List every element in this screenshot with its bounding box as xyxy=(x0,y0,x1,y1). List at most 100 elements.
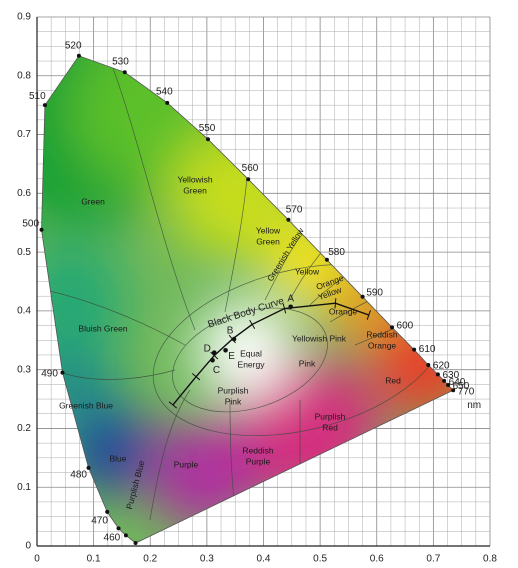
wavelength-label: 620 xyxy=(433,360,450,371)
wavelength-label: 580 xyxy=(328,247,345,258)
locus-point xyxy=(105,509,110,514)
locus-point xyxy=(426,362,431,367)
wavelength-label: 530 xyxy=(112,57,129,68)
locus-point xyxy=(122,70,127,75)
x-tick-label: 0.4 xyxy=(257,554,271,565)
locus-point xyxy=(39,227,44,232)
wavelength-label: 630 xyxy=(442,370,459,381)
illuminant-point xyxy=(223,347,228,353)
curve-tick xyxy=(191,373,201,381)
locus-point xyxy=(123,533,128,538)
region-label: Yellow xyxy=(295,266,320,276)
region-label: Purple xyxy=(174,459,199,469)
wavelength-label: 510 xyxy=(29,91,46,102)
region-label: Green xyxy=(256,236,280,246)
region-label: Equal xyxy=(240,348,262,358)
locus-point xyxy=(133,541,138,546)
illuminant-label: E xyxy=(228,351,235,362)
region-label: Pink xyxy=(299,358,316,368)
locus-point xyxy=(42,103,47,108)
illuminant-label: A xyxy=(287,293,294,304)
locus-point xyxy=(206,137,211,142)
locus-point xyxy=(442,378,447,383)
y-tick-label: 0.7 xyxy=(17,129,31,140)
locus-point xyxy=(286,217,291,222)
wavelength-label: 470 xyxy=(91,515,108,526)
x-tick-label: 0.7 xyxy=(426,554,440,565)
y-tick-label: 0.4 xyxy=(17,306,31,317)
curve-tick xyxy=(366,310,371,320)
y-tick-label: 0.3 xyxy=(17,364,31,375)
wavelength-label: 500 xyxy=(22,218,39,229)
region-label: Energy xyxy=(238,359,266,369)
wavelength-label: 490 xyxy=(41,369,58,380)
curve-tick xyxy=(282,303,287,314)
y-tick-label: 0.2 xyxy=(17,423,31,434)
locus-point xyxy=(60,370,65,375)
locus-point xyxy=(246,177,251,182)
region-label: Purplish xyxy=(218,385,249,395)
x-tick-label: 0.5 xyxy=(313,554,327,565)
x-tick-label: 0.6 xyxy=(370,554,384,565)
y-tick-label: 0.1 xyxy=(17,482,31,493)
locus-point xyxy=(412,347,417,352)
wavelength-label: 460 xyxy=(104,532,121,543)
curve-tick xyxy=(334,298,337,309)
illuminant-label: D xyxy=(204,343,211,354)
wavelength-label: 480 xyxy=(70,470,87,481)
y-tick-label: 0.6 xyxy=(17,188,31,199)
wavelength-label: 520 xyxy=(65,41,82,52)
locus-point xyxy=(451,388,456,393)
region-label: Reddish xyxy=(242,445,273,455)
wavelength-label: 590 xyxy=(366,287,383,298)
region-label: Yellowish Pink xyxy=(292,333,347,343)
region-label: Pink xyxy=(225,396,242,406)
region-label: Bluish Green xyxy=(78,323,127,333)
wavelength-label: 610 xyxy=(419,344,436,355)
wavelength-label: 640 xyxy=(449,377,466,388)
region-label: Yellow xyxy=(256,225,281,235)
locus-point xyxy=(165,100,170,105)
region-label: Greenish Blue xyxy=(59,400,113,410)
region-label: Reddish xyxy=(366,329,397,339)
illuminant-label: B xyxy=(227,326,234,337)
x-tick-label: 0.2 xyxy=(143,554,157,565)
region-label: Orange xyxy=(329,306,358,316)
region-label: Yellowish xyxy=(177,174,212,184)
y-tick-label: 0 xyxy=(25,541,31,552)
x-tick-label: 0.8 xyxy=(483,554,497,565)
illuminant-label: C xyxy=(213,365,220,376)
wavelength-label: 550 xyxy=(199,123,216,134)
locus-point xyxy=(446,382,451,387)
x-tick-label: 0 xyxy=(34,554,40,565)
wavelength-label: 650 xyxy=(453,381,470,392)
region-label: Green xyxy=(81,196,105,206)
illuminant-point xyxy=(231,336,237,342)
x-tick-label: 0.3 xyxy=(200,554,214,565)
unit-label: nm xyxy=(467,400,481,411)
region-label: Red xyxy=(385,375,401,385)
wavelength-label: 600 xyxy=(397,320,414,331)
curve-tick xyxy=(249,319,256,329)
locus-point xyxy=(324,257,329,262)
illuminant-point xyxy=(211,350,217,355)
illuminant-point xyxy=(288,304,293,310)
x-tick-label: 0.1 xyxy=(87,554,101,565)
region-label: Green xyxy=(183,185,207,195)
locus-point xyxy=(435,372,440,377)
locus-point xyxy=(86,465,91,470)
y-tick-label: 0.5 xyxy=(17,247,31,258)
region-label: Purplish xyxy=(315,411,346,421)
wavelength-label: 570 xyxy=(286,205,303,216)
locus-point xyxy=(390,325,395,330)
y-tick-label: 0.9 xyxy=(17,12,31,23)
region-label: Purple xyxy=(246,456,271,466)
region-label: Red xyxy=(322,422,338,432)
black-body-curve xyxy=(172,302,370,406)
y-tick-label: 0.8 xyxy=(17,70,31,81)
locus-point xyxy=(360,294,365,299)
illuminant-point xyxy=(210,357,215,363)
wavelength-label: 770 xyxy=(458,387,475,398)
region-label: Orange xyxy=(368,340,397,350)
